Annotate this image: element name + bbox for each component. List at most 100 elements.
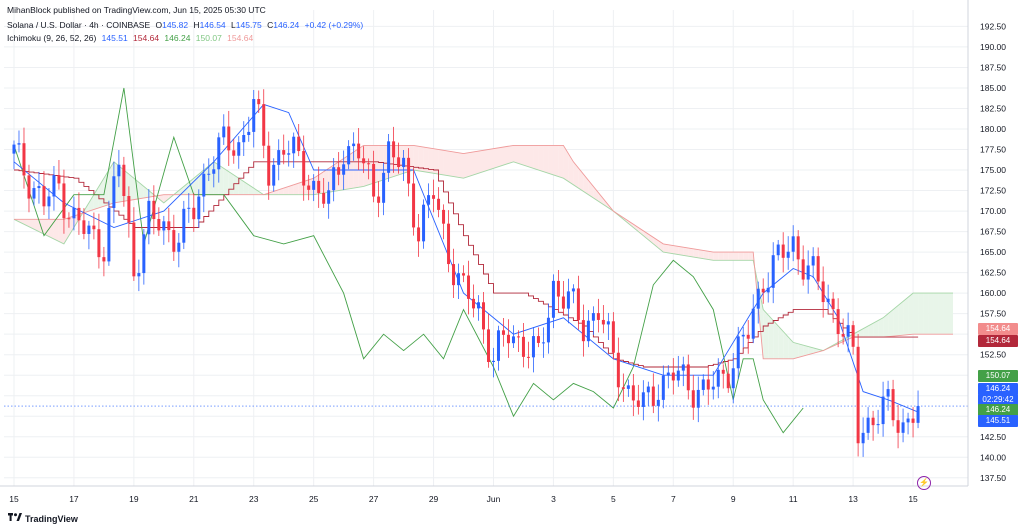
candle-body[interactable] bbox=[82, 220, 86, 234]
candle-body[interactable] bbox=[651, 386, 655, 406]
candle-body[interactable] bbox=[521, 336, 525, 357]
candle-body[interactable] bbox=[342, 164, 346, 175]
candle-body[interactable] bbox=[162, 221, 166, 231]
candle-body[interactable] bbox=[741, 334, 745, 337]
candle-body[interactable] bbox=[666, 372, 670, 376]
candle-body[interactable] bbox=[137, 273, 141, 277]
symbol-legend[interactable]: Solana / U.S. Dollar · 4h · COINBASE O14… bbox=[7, 20, 366, 30]
candle-body[interactable] bbox=[252, 99, 256, 132]
candle-body[interactable] bbox=[581, 320, 585, 342]
candle-body[interactable] bbox=[382, 172, 386, 203]
candle-body[interactable] bbox=[806, 265, 810, 280]
candle-body[interactable] bbox=[501, 330, 505, 335]
candle-body[interactable] bbox=[561, 296, 565, 309]
candle-body[interactable] bbox=[786, 251, 790, 258]
candle-body[interactable] bbox=[352, 143, 356, 147]
candle-body[interactable] bbox=[427, 195, 431, 205]
candle-body[interactable] bbox=[916, 406, 920, 423]
candle-body[interactable] bbox=[57, 175, 61, 184]
candle-body[interactable] bbox=[207, 173, 211, 175]
candle-body[interactable] bbox=[402, 157, 406, 168]
candle-body[interactable] bbox=[756, 288, 760, 309]
candle-body[interactable] bbox=[317, 180, 321, 193]
candle-body[interactable] bbox=[282, 150, 286, 155]
candle-body[interactable] bbox=[751, 308, 755, 339]
candle-body[interactable] bbox=[726, 373, 730, 389]
candle-body[interactable] bbox=[332, 167, 336, 191]
candle-body[interactable] bbox=[656, 399, 660, 406]
candle-body[interactable] bbox=[327, 190, 331, 204]
candle-body[interactable] bbox=[631, 385, 635, 401]
candle-body[interactable] bbox=[247, 131, 251, 136]
indicator-legend[interactable]: Ichimoku (9, 26, 52, 26) 145.51 154.64 1… bbox=[7, 33, 256, 43]
candle-body[interactable] bbox=[92, 225, 96, 230]
candle-body[interactable] bbox=[192, 207, 196, 220]
candle-body[interactable] bbox=[511, 336, 515, 344]
candle-body[interactable] bbox=[17, 143, 21, 145]
candle-body[interactable] bbox=[846, 325, 850, 337]
candle-body[interactable] bbox=[227, 126, 231, 151]
candle-body[interactable] bbox=[886, 389, 890, 397]
candle-body[interactable] bbox=[97, 229, 101, 258]
candle-body[interactable] bbox=[551, 280, 555, 318]
candle-body[interactable] bbox=[182, 208, 186, 243]
candle-body[interactable] bbox=[716, 369, 720, 387]
candle-body[interactable] bbox=[262, 104, 266, 146]
candle-body[interactable] bbox=[87, 225, 91, 234]
candle-body[interactable] bbox=[626, 385, 630, 389]
candle-body[interactable] bbox=[611, 321, 615, 353]
candle-body[interactable] bbox=[811, 256, 815, 266]
candle-body[interactable] bbox=[432, 195, 436, 199]
candle-body[interactable] bbox=[72, 207, 76, 219]
candle-body[interactable] bbox=[117, 164, 121, 177]
candle-body[interactable] bbox=[372, 163, 376, 197]
candle-body[interactable] bbox=[486, 329, 490, 362]
candlesticks[interactable] bbox=[12, 89, 920, 457]
candle-body[interactable] bbox=[422, 204, 426, 242]
candle-body[interactable] bbox=[47, 196, 51, 207]
candle-body[interactable] bbox=[337, 167, 341, 175]
candle-body[interactable] bbox=[277, 150, 281, 165]
candle-body[interactable] bbox=[606, 321, 610, 325]
candle-body[interactable] bbox=[177, 242, 181, 252]
candle-body[interactable] bbox=[601, 319, 605, 325]
candle-body[interactable] bbox=[771, 255, 775, 288]
candle-body[interactable] bbox=[42, 186, 46, 207]
candle-body[interactable] bbox=[212, 169, 216, 174]
candle-body[interactable] bbox=[881, 396, 885, 425]
candle-body[interactable] bbox=[816, 256, 820, 282]
candle-body[interactable] bbox=[267, 145, 271, 186]
candle-body[interactable] bbox=[312, 180, 316, 190]
candle-body[interactable] bbox=[377, 196, 381, 203]
candle-body[interactable] bbox=[566, 291, 570, 309]
candle-body[interactable] bbox=[187, 207, 191, 209]
candle-body[interactable] bbox=[172, 230, 176, 252]
candle-body[interactable] bbox=[536, 336, 540, 343]
candle-body[interactable] bbox=[906, 418, 910, 423]
candle-body[interactable] bbox=[392, 141, 396, 158]
candle-body[interactable] bbox=[736, 336, 740, 369]
candle-body[interactable] bbox=[367, 163, 371, 165]
candle-body[interactable] bbox=[686, 364, 690, 391]
candle-body[interactable] bbox=[202, 173, 206, 197]
candle-body[interactable] bbox=[457, 273, 461, 286]
candle-body[interactable] bbox=[856, 346, 860, 444]
candle-body[interactable] bbox=[586, 320, 590, 342]
candle-body[interactable] bbox=[52, 175, 56, 197]
candle-body[interactable] bbox=[571, 288, 575, 292]
candle-body[interactable] bbox=[322, 192, 326, 204]
candle-body[interactable] bbox=[452, 264, 456, 286]
candle-body[interactable] bbox=[576, 288, 580, 321]
candle-body[interactable] bbox=[871, 417, 875, 426]
candle-body[interactable] bbox=[62, 183, 66, 219]
candle-body[interactable] bbox=[711, 386, 715, 390]
candle-body[interactable] bbox=[891, 389, 895, 421]
candle-body[interactable] bbox=[412, 183, 416, 228]
tradingview-branding[interactable]: TradingView bbox=[8, 513, 78, 525]
candle-body[interactable] bbox=[541, 342, 545, 344]
candle-body[interactable] bbox=[496, 330, 500, 361]
candle-body[interactable] bbox=[157, 219, 161, 231]
candle-body[interactable] bbox=[901, 422, 905, 433]
candle-body[interactable] bbox=[127, 196, 131, 223]
candle-body[interactable] bbox=[641, 392, 645, 407]
